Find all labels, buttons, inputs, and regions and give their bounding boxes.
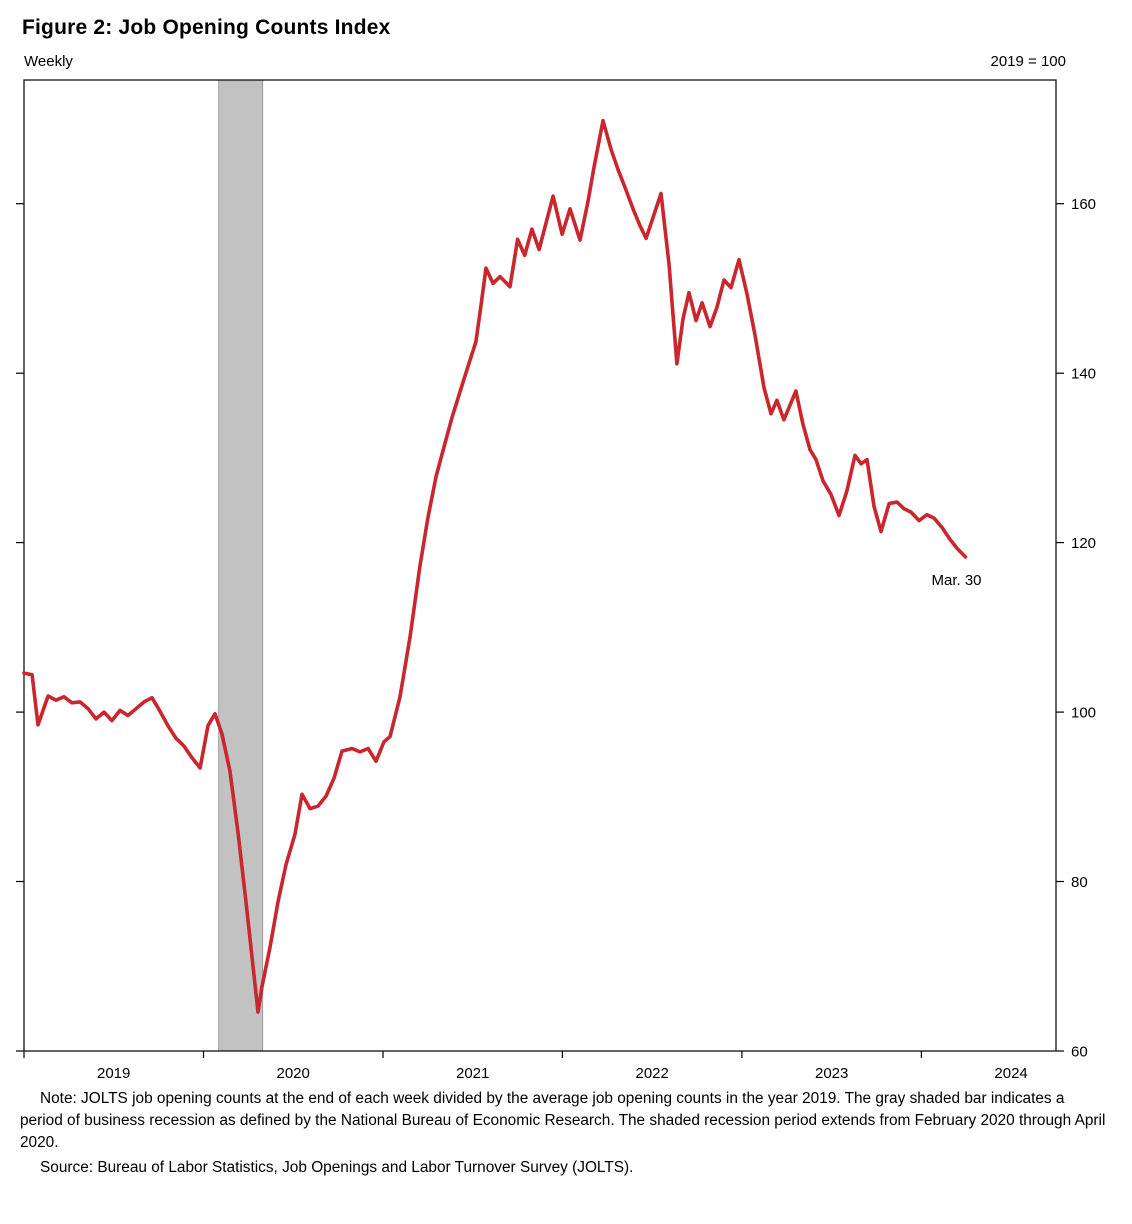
source-text: Source: Bureau of Labor Statistics, Job … xyxy=(40,1159,634,1176)
y-axis-tick-label: 120 xyxy=(1071,535,1096,552)
axis-header-row: Weekly 2019 = 100 xyxy=(24,53,1066,70)
recession-band xyxy=(218,79,264,1052)
y-axis-tick-label: 100 xyxy=(1071,705,1096,722)
job-openings-line-chart: 60 80 100 120 140 160 2019 2020 2021 2022 2023 2024… xyxy=(16,79,1096,1082)
index-base-label: 2019 = 100 xyxy=(990,53,1067,70)
x-axis-year-label: 2024 xyxy=(994,1065,1027,1082)
note-text: Note: JOLTS job opening counts at the en… xyxy=(20,1090,1106,1151)
y-axis-tick-label: 60 xyxy=(1071,1044,1088,1061)
job-openings-series-line xyxy=(22,118,968,1014)
x-axis-year-label: 2021 xyxy=(456,1065,489,1082)
x-axis-year-label: 2019 xyxy=(97,1065,130,1082)
figure-title: Figure 2: Job Opening Counts Index xyxy=(22,16,391,39)
plot-frame xyxy=(23,79,1057,1052)
x-axis-year-label: 2020 xyxy=(277,1065,310,1082)
frequency-label: Weekly xyxy=(24,53,73,70)
y-axis-tick-label: 80 xyxy=(1071,874,1088,891)
y-axis-tick-label: 160 xyxy=(1071,196,1096,213)
end-date-annotation: Mar. 30 xyxy=(931,572,981,589)
x-axis-year-label: 2022 xyxy=(636,1065,669,1082)
x-axis-year-label: 2023 xyxy=(815,1065,848,1082)
figure-notes: Note: JOLTS job opening counts at the en… xyxy=(20,1088,1108,1179)
y-axis-tick-label: 140 xyxy=(1071,366,1096,383)
